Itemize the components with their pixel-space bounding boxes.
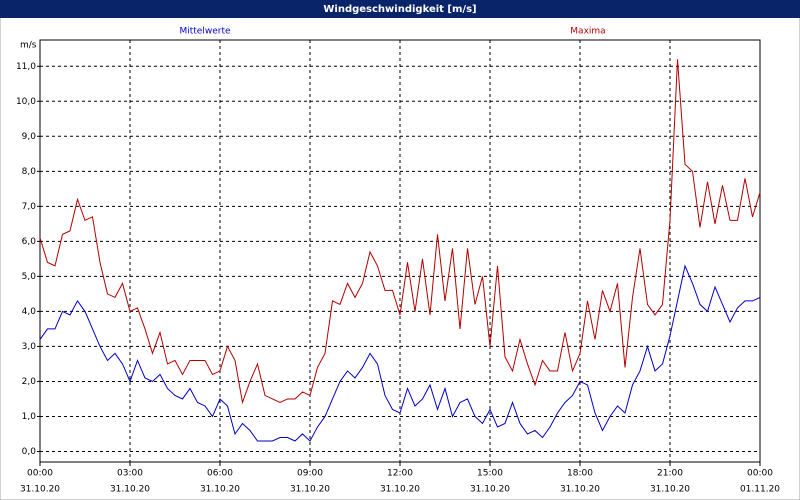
y-tick-label: 2,0 [22,377,37,387]
series-line [39,264,761,442]
y-unit: m/s [20,41,37,51]
x-tick-date: 31.10.20 [470,485,510,495]
y-tick-label: 5,0 [22,272,37,282]
legend-label: Mittelwerte [179,27,230,37]
y-tick-label: 6,0 [22,237,37,247]
x-tick-label: 18:00 [567,469,593,479]
chart-title: Windgeschwindigkeit [m/s] [323,4,476,15]
x-tick-date: 31.10.20 [560,485,600,495]
x-tick-date: 31.10.20 [380,485,420,495]
y-tick-label: 3,0 [22,342,37,352]
x-tick-label: 09:00 [297,469,323,479]
x-tick-date: 31.10.20 [110,485,150,495]
y-tick-label: 0,0 [22,447,37,457]
x-tick-label: 12:00 [387,469,413,479]
x-tick-label: 00:00 [747,469,773,479]
y-tick-label: 11,0 [16,62,36,72]
y-tick-label: 1,0 [22,412,37,422]
series-line [39,59,761,405]
legend-label: Maxima [570,27,605,37]
x-tick-label: 21:00 [657,469,683,479]
y-tick-label: 8,0 [22,167,37,177]
x-tick-date: 31.10.20 [20,485,60,495]
x-tick-label: 03:00 [117,469,143,479]
x-tick-label: 15:00 [477,469,503,479]
x-tick-label: 00:00 [27,469,53,479]
x-tick-date: 31.10.20 [200,485,240,495]
title-bar [0,0,800,18]
x-tick-date: 01.11.20 [740,485,780,495]
y-tick-label: 10,0 [16,97,36,107]
y-tick-label: 4,0 [22,307,37,317]
y-tick-label: 9,0 [22,132,37,142]
x-tick-date: 31.10.20 [290,485,330,495]
x-tick-date: 31.10.20 [650,485,690,495]
y-tick-label: 7,0 [22,202,37,212]
x-tick-label: 06:00 [207,469,233,479]
